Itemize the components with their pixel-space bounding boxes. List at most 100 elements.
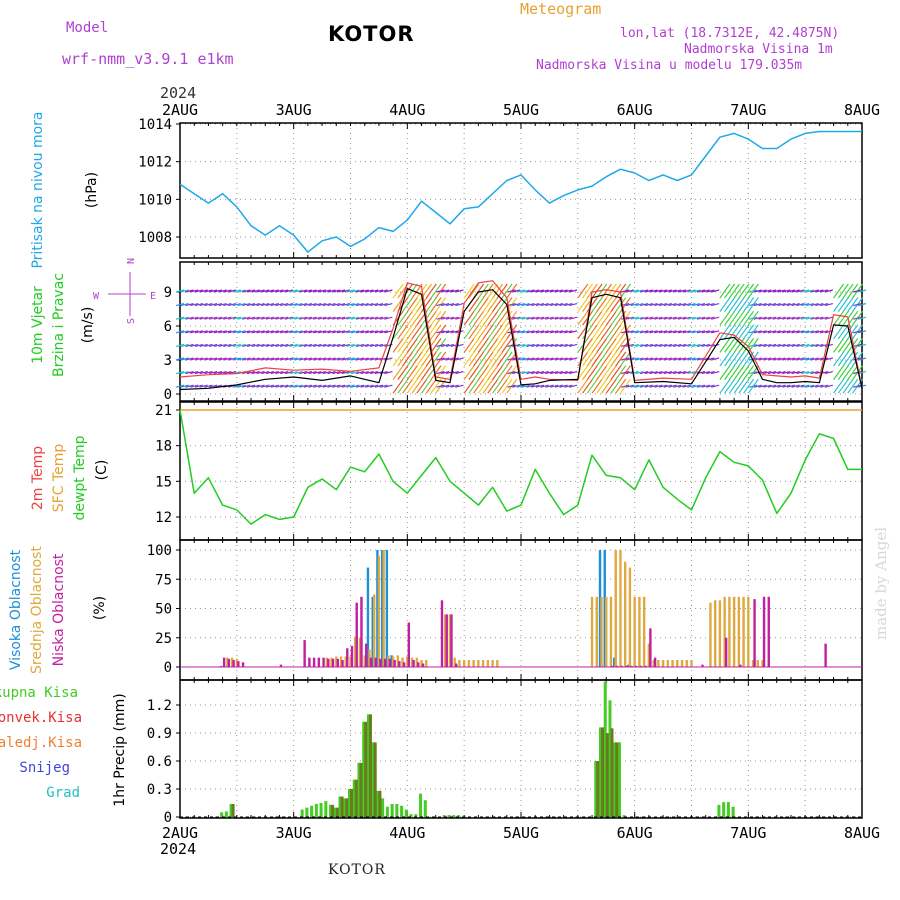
wind-barb (801, 289, 810, 293)
wind-barb (630, 316, 639, 320)
wind-barb (185, 303, 194, 307)
wind-barb (256, 289, 265, 293)
precip-bar (368, 714, 372, 817)
wind-barb (692, 303, 701, 307)
wind-barb (621, 384, 630, 388)
wind-barb (777, 316, 786, 320)
wind-barb (270, 384, 279, 388)
wind-barb (711, 384, 720, 388)
wind-barb (649, 357, 658, 361)
cloud-bar (349, 656, 352, 667)
wind-barb (668, 357, 677, 361)
wind-barb (232, 343, 241, 347)
cloud-bar (393, 659, 396, 667)
wind-barb (190, 289, 199, 293)
wind-barb (554, 330, 564, 334)
wind-barb (521, 289, 530, 293)
wind-barb (185, 343, 194, 347)
precip-bar (319, 803, 323, 817)
wind-barb (833, 283, 845, 299)
elevation-label: Nadmorska Visina 1m (684, 42, 833, 57)
wind-barb (346, 330, 355, 334)
cloud-bar (496, 659, 499, 667)
cloud-bar (628, 567, 632, 667)
wind-barb (847, 351, 859, 367)
wind-barb (564, 343, 573, 347)
wind-barb (175, 330, 185, 334)
cloud-bar (241, 662, 245, 667)
wind-barb (526, 384, 535, 388)
wind-barb (411, 310, 423, 326)
wind-barb (605, 338, 617, 353)
wind-barb (199, 371, 208, 375)
wind-barb (384, 316, 393, 320)
wind-barb (468, 310, 480, 326)
wind-barb (445, 357, 455, 361)
wind-barb (298, 357, 308, 361)
wind-barb (294, 357, 303, 361)
precip-bar (350, 789, 353, 817)
wind-barb (577, 283, 589, 299)
wind-barb (496, 324, 508, 340)
wind-barb (411, 297, 423, 312)
wind-barb (777, 330, 786, 334)
wind-barb (175, 343, 185, 347)
cloud-bar (448, 614, 452, 667)
cloud-bar (481, 659, 485, 667)
wind-barb (298, 343, 308, 347)
wind-barb (322, 316, 331, 320)
wind-barb (512, 316, 521, 320)
wind-barb (270, 330, 279, 334)
wind-barb (625, 357, 635, 361)
wind-barb (355, 316, 365, 320)
wind-barb (772, 316, 781, 320)
wind-barb (687, 371, 696, 375)
wind-barb (531, 316, 540, 320)
wind-barb (487, 324, 499, 340)
wind-barb (199, 316, 208, 320)
wind-barb (213, 343, 223, 347)
wind-barb (237, 343, 246, 347)
wind-barb (824, 357, 833, 361)
wind-barb (701, 289, 710, 293)
wind-barb (805, 289, 815, 293)
cloud-bar (371, 596, 374, 667)
precip-bar (605, 733, 609, 817)
wind-barb (540, 384, 549, 388)
wind-barb (441, 330, 450, 334)
wind-barb (430, 283, 442, 299)
cloud-bar (458, 659, 461, 667)
cloud-bar (366, 567, 370, 667)
x-tick-label-bottom: 6AUG (617, 824, 653, 842)
wind-speed-line (179, 288, 863, 391)
wind-barb (853, 316, 862, 320)
wind-barb (365, 330, 374, 334)
wind-barb (256, 357, 265, 361)
wind-barb (370, 357, 379, 361)
precip-bar (717, 804, 721, 817)
wind-barb (687, 330, 696, 334)
wind-barb (842, 283, 854, 299)
wind-barb (194, 330, 204, 334)
wind-barb (237, 330, 246, 334)
wind-barb (635, 384, 644, 388)
wind-barb (837, 378, 849, 394)
wind-barb (209, 330, 218, 334)
wind-barb (402, 338, 414, 353)
temp-2m-axis-title: 2m Temp (30, 446, 46, 510)
wind-barb (810, 289, 819, 293)
wind-barb (521, 357, 530, 361)
wind-barb (554, 289, 564, 293)
wind-barb (436, 343, 445, 347)
wind-barb (501, 351, 513, 367)
cloud-bar (644, 665, 647, 667)
precip-bar (610, 728, 614, 817)
wind-barb (791, 289, 800, 293)
wind-barb (782, 384, 791, 388)
wind-barb (559, 371, 568, 375)
wind-barb (540, 330, 549, 334)
cloud-bar (732, 596, 736, 667)
wind-barb (270, 343, 279, 347)
wind-barb (374, 303, 384, 307)
wind-barb (857, 343, 867, 347)
